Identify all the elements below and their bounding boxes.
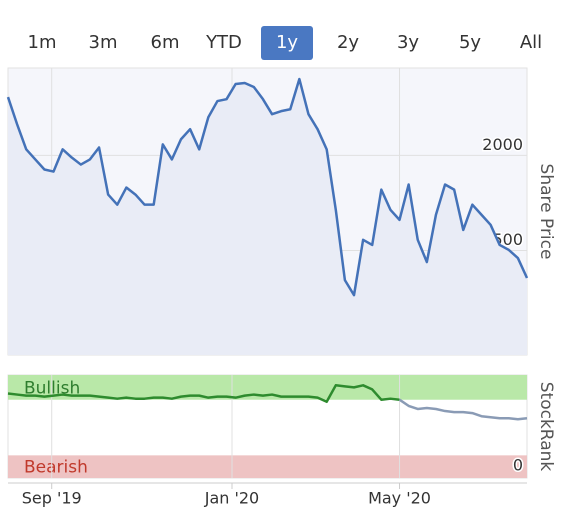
x-tick-label: Jan '20 bbox=[204, 489, 260, 508]
axis-title: StockRank bbox=[536, 382, 556, 472]
price-panel: 100015002000Share Price bbox=[6, 67, 556, 356]
button-label: All bbox=[520, 32, 542, 53]
range-button[interactable]: 6m bbox=[151, 32, 180, 53]
button-label: 1y bbox=[276, 32, 298, 53]
y-tick-label: 0 bbox=[513, 456, 523, 475]
button-label: 3m bbox=[89, 32, 118, 53]
axis-title: Share Price bbox=[536, 164, 556, 260]
button-label: 5y bbox=[459, 32, 481, 53]
line bbox=[6, 77, 529, 297]
button-label: 3y bbox=[397, 32, 419, 53]
range-button[interactable]: 2y bbox=[337, 32, 359, 53]
line bbox=[7, 384, 400, 404]
button-label: YTD bbox=[205, 32, 242, 53]
range-button[interactable]: 3m bbox=[89, 32, 118, 53]
band bbox=[8, 455, 527, 478]
range-button[interactable]: 1y bbox=[261, 26, 313, 60]
range-button[interactable]: 5y bbox=[459, 32, 481, 53]
button-label: 2y bbox=[337, 32, 359, 53]
button-label: 6m bbox=[151, 32, 180, 53]
range-button[interactable]: 3y bbox=[397, 32, 419, 53]
line bbox=[398, 398, 528, 421]
band-label: Bearish bbox=[24, 458, 88, 478]
active-button-bg bbox=[261, 26, 313, 60]
range-button[interactable]: 1m bbox=[28, 32, 57, 53]
range-button[interactable]: All bbox=[520, 32, 542, 53]
range-buttons: 1m 3m 6m YTD 1y 2y 3y 5y All bbox=[28, 26, 542, 60]
range-button[interactable]: YTD bbox=[205, 32, 242, 53]
x-tick-label: May '20 bbox=[368, 489, 431, 508]
area bbox=[8, 79, 527, 356]
y-tick-label: 2000 bbox=[482, 135, 523, 154]
x-tick-label: Sep '19 bbox=[22, 489, 82, 508]
button-label: 1m bbox=[28, 32, 57, 53]
